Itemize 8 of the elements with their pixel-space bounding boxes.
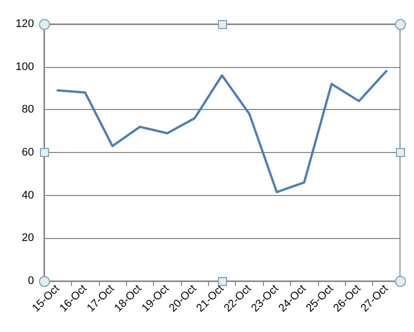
y-tick-label: 60	[22, 146, 34, 158]
y-tick-label: 100	[16, 60, 34, 73]
y-tick-label: 0	[28, 275, 34, 287]
line-series	[56, 70, 388, 194]
y-tick-label: 120	[16, 18, 34, 30]
y-tick-label: 80	[22, 104, 34, 116]
y-tick-label: 40	[22, 189, 34, 202]
y-tick-label: 20	[22, 232, 34, 244]
